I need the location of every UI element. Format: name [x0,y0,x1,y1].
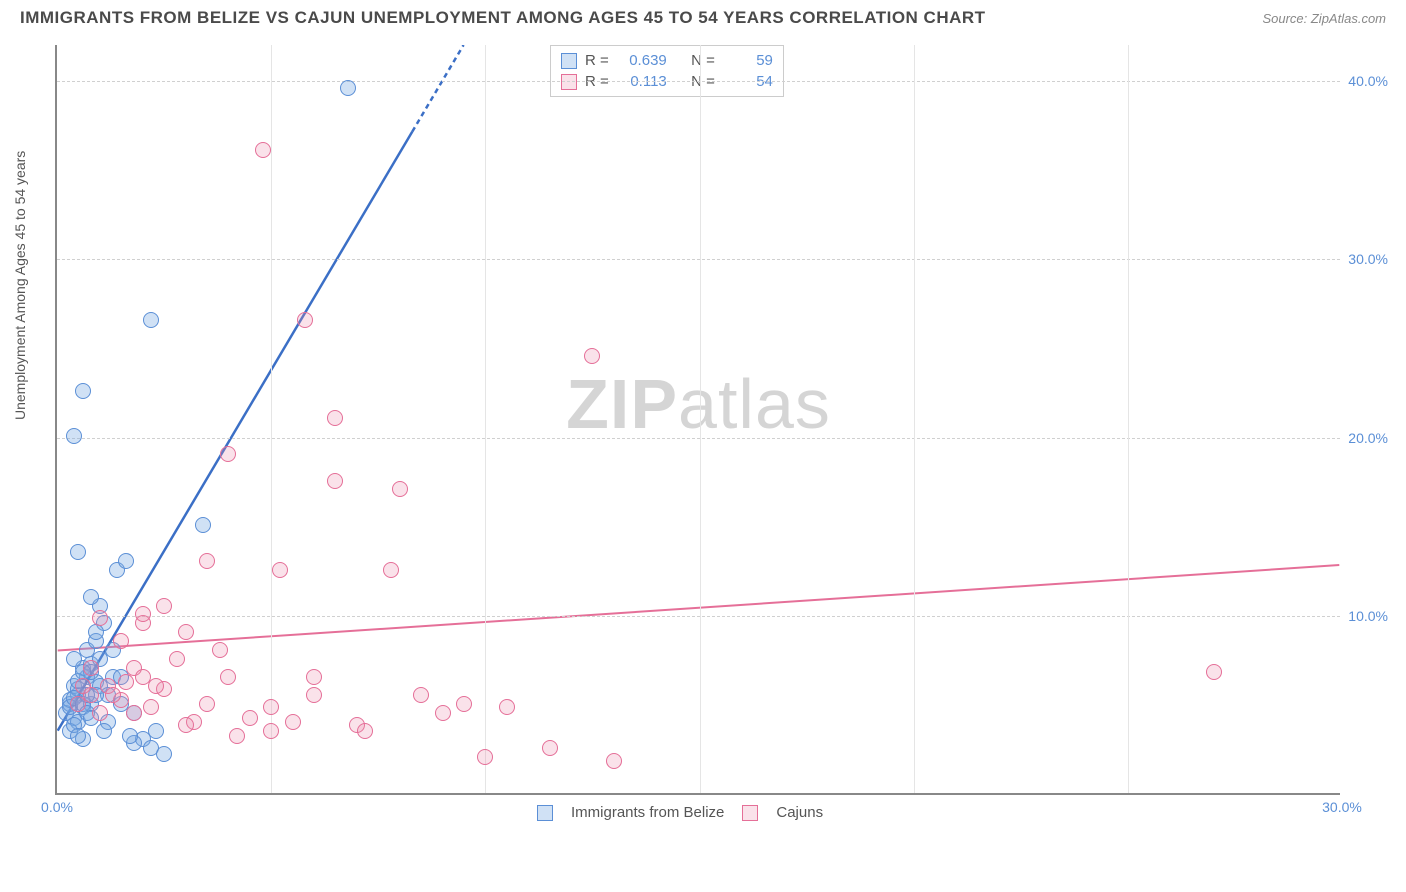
data-point [212,642,228,658]
data-point [88,624,104,640]
title-bar: IMMIGRANTS FROM BELIZE VS CAJUN UNEMPLOY… [0,0,1406,32]
n-label-1: N = [691,52,715,69]
plot-area: ZIPatlas R = 0.639 N = 59 R = 0.113 N = … [55,45,1340,795]
gridline-h [57,259,1340,260]
data-point [178,717,194,733]
data-point [272,562,288,578]
data-point [83,660,99,676]
data-point [148,723,164,739]
data-point [327,473,343,489]
y-tick-label: 30.0% [1348,251,1388,267]
legend-label-2: Cajuns [776,804,823,821]
data-point [178,624,194,640]
x-tick-label: 30.0% [1322,799,1362,815]
data-point [306,687,322,703]
data-point [263,699,279,715]
r-value-1: 0.639 [617,52,667,69]
chart-container: ZIPatlas R = 0.639 N = 59 R = 0.113 N = … [55,45,1385,825]
watermark-bold: ZIP [566,365,678,443]
data-point [606,753,622,769]
data-point [113,633,129,649]
data-point [297,312,313,328]
data-point [105,687,121,703]
y-tick-label: 20.0% [1348,430,1388,446]
watermark-rest: atlas [678,365,831,443]
gridline-v [700,45,701,793]
gridline-h [57,438,1340,439]
data-point [383,562,399,578]
data-point [199,696,215,712]
data-point [135,606,151,622]
stats-row-1: R = 0.639 N = 59 [561,50,773,71]
gridline-h [57,81,1340,82]
trend-lines [57,45,1340,793]
data-point [327,410,343,426]
y-tick-label: 10.0% [1348,608,1388,624]
stats-box: R = 0.639 N = 59 R = 0.113 N = 54 [550,45,784,97]
source-label: Source: ZipAtlas.com [1262,11,1386,26]
data-point [413,687,429,703]
gridline-v [271,45,272,793]
data-point [70,728,86,744]
gridline-h [57,616,1340,617]
data-point [229,728,245,744]
gridline-v [1128,45,1129,793]
data-point [143,312,159,328]
data-point [83,589,99,605]
bottom-legend: Immigrants from Belize Cajuns [537,804,823,821]
data-point [156,746,172,762]
data-point [75,678,91,694]
data-point [220,669,236,685]
r-label-1: R = [585,52,609,69]
data-point [199,553,215,569]
data-point [220,446,236,462]
n-value-1: 59 [723,52,773,69]
data-point [584,348,600,364]
data-point [195,517,211,533]
data-point [340,80,356,96]
chart-title: IMMIGRANTS FROM BELIZE VS CAJUN UNEMPLOY… [20,8,986,28]
data-point [477,749,493,765]
data-point [92,610,108,626]
data-point [306,669,322,685]
data-point [96,723,112,739]
swatch-blue-icon [561,53,577,69]
data-point [148,678,164,694]
data-point [255,142,271,158]
data-point [169,651,185,667]
x-tick-label: 0.0% [41,799,73,815]
data-point [118,553,134,569]
data-point [242,710,258,726]
data-point [70,544,86,560]
watermark: ZIPatlas [566,364,831,444]
data-point [66,428,82,444]
legend-label-1: Immigrants from Belize [571,804,724,821]
data-point [118,674,134,690]
data-point [456,696,472,712]
gridline-v [914,45,915,793]
y-tick-label: 40.0% [1348,73,1388,89]
data-point [75,383,91,399]
legend-swatch-blue-icon [537,805,553,821]
data-point [1206,664,1222,680]
data-point [122,728,138,744]
data-point [126,705,142,721]
data-point [285,714,301,730]
data-point [92,705,108,721]
legend-swatch-pink-icon [742,805,758,821]
data-point [263,723,279,739]
data-point [143,699,159,715]
gridline-v [485,45,486,793]
y-axis-label: Unemployment Among Ages 45 to 54 years [12,151,28,420]
data-point [435,705,451,721]
data-point [499,699,515,715]
data-point [357,723,373,739]
data-point [156,598,172,614]
data-point [542,740,558,756]
data-point [392,481,408,497]
